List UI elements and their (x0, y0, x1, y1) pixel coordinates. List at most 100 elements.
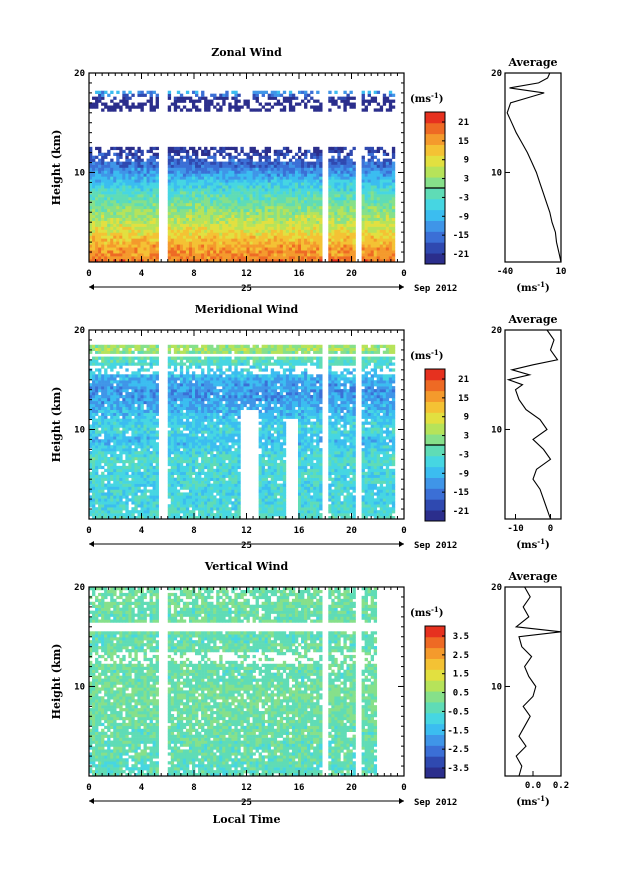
heatmap-cell (343, 256, 347, 260)
heatmap-cell (379, 176, 384, 180)
heatmap-cell (334, 208, 338, 213)
heatmap-cell (119, 197, 123, 201)
heatmap-cell (213, 226, 217, 230)
heatmap-cell (279, 259, 284, 263)
heatmap-cell (297, 226, 302, 230)
heatmap-cell (137, 158, 141, 162)
heatmap-cell (98, 433, 102, 437)
heatmap-cell (237, 256, 241, 260)
heatmap-cell (270, 256, 275, 260)
heatmap-cell (182, 161, 187, 165)
heatmap-cell (285, 182, 290, 186)
heatmap-cell (98, 256, 102, 260)
heatmap-cell (331, 205, 335, 210)
heatmap-cell (95, 516, 99, 520)
heatmap-cell (101, 164, 105, 168)
heatmap-cell (316, 238, 320, 242)
heatmap-cell (373, 155, 378, 159)
heatmap-cell (110, 347, 114, 351)
heatmap-cell (146, 253, 150, 257)
heatmap-cell (122, 176, 126, 180)
heatmap-cell (376, 235, 381, 239)
heatmap-cell (119, 105, 123, 109)
heatmap-cell (216, 191, 220, 195)
heatmap-cell (92, 217, 96, 221)
heatmap-cell (240, 167, 244, 171)
heatmap-cell (246, 247, 250, 251)
heatmap-cell (201, 238, 205, 242)
heatmap-cell (255, 259, 259, 263)
heatmap-cell (252, 205, 256, 210)
heatmap-cell (382, 223, 387, 227)
heatmap-cell (243, 197, 247, 201)
heatmap-cell (146, 244, 150, 248)
heatmap-cell (89, 480, 93, 484)
heatmap-cell (98, 362, 102, 366)
heatmap-cell (252, 167, 256, 171)
heatmap-cell (213, 146, 217, 151)
heatmap-cell (240, 226, 244, 230)
heatmap-cell (385, 238, 390, 242)
heatmap-cell (107, 182, 111, 186)
heatmap-cell (391, 256, 396, 260)
heatmap-cell (140, 158, 144, 162)
heatmap-cell (137, 244, 141, 248)
heatmap-cell (255, 176, 259, 180)
heatmap-cell (376, 247, 381, 251)
heatmap-cell (101, 374, 105, 378)
heatmap-cell (291, 205, 296, 210)
heatmap-cell (319, 197, 323, 201)
heatmap-cell (179, 96, 184, 100)
heatmap-cell (182, 182, 187, 186)
heatmap-cell (195, 99, 199, 103)
heatmap-cell (201, 179, 205, 183)
heatmap-cell (349, 220, 353, 224)
heatmap-cell (110, 394, 114, 399)
heatmap-cell (104, 374, 108, 378)
heatmap-cell (116, 176, 120, 180)
heatmap-cell (113, 389, 117, 393)
heatmap-cell (131, 480, 135, 484)
heatmap-cell (116, 439, 120, 443)
heatmap-cell (334, 220, 338, 224)
heatmap-cell (346, 253, 350, 257)
heatmap-cell (316, 229, 320, 233)
heatmap-cell (125, 208, 129, 213)
heatmap-cell (188, 185, 193, 189)
heatmap-cell (216, 232, 220, 236)
heatmap-cell (179, 235, 184, 239)
heatmap-cell (213, 217, 217, 221)
heatmap-cell (92, 359, 96, 363)
heatmap-cell (388, 173, 393, 177)
heatmap-cell (240, 208, 244, 213)
heatmap-cell (128, 188, 132, 192)
heatmap-cell (98, 483, 102, 487)
heatmap-cell (113, 424, 117, 428)
heatmap-cell (376, 259, 381, 263)
heatmap-cell (89, 406, 93, 411)
heatmap-cell (228, 232, 232, 236)
heatmap-cell (155, 247, 159, 251)
heatmap-cell (176, 241, 181, 245)
heatmap-cell (331, 208, 335, 213)
heatmap-cell (207, 241, 211, 245)
heatmap-cell (119, 250, 123, 254)
heatmap-cell (167, 220, 172, 224)
heatmap-cell (110, 350, 114, 354)
heatmap-cell (107, 501, 111, 505)
heatmap-cell (249, 244, 253, 248)
heatmap-cell (349, 238, 353, 242)
heatmap-cell (140, 400, 144, 405)
heatmap-cell (216, 253, 220, 257)
heatmap-cell (92, 462, 96, 467)
heatmap-cell (92, 442, 96, 446)
heatmap-cell (179, 259, 184, 263)
heatmap-cell (328, 146, 332, 151)
heatmap-cell (313, 99, 317, 103)
heatmap-cell (134, 356, 138, 360)
heatmap-cell (140, 409, 144, 413)
heatmap-cell (367, 217, 371, 221)
heatmap-cell (137, 238, 141, 242)
heatmap-cell (316, 173, 320, 177)
heatmap-cell (95, 362, 99, 366)
